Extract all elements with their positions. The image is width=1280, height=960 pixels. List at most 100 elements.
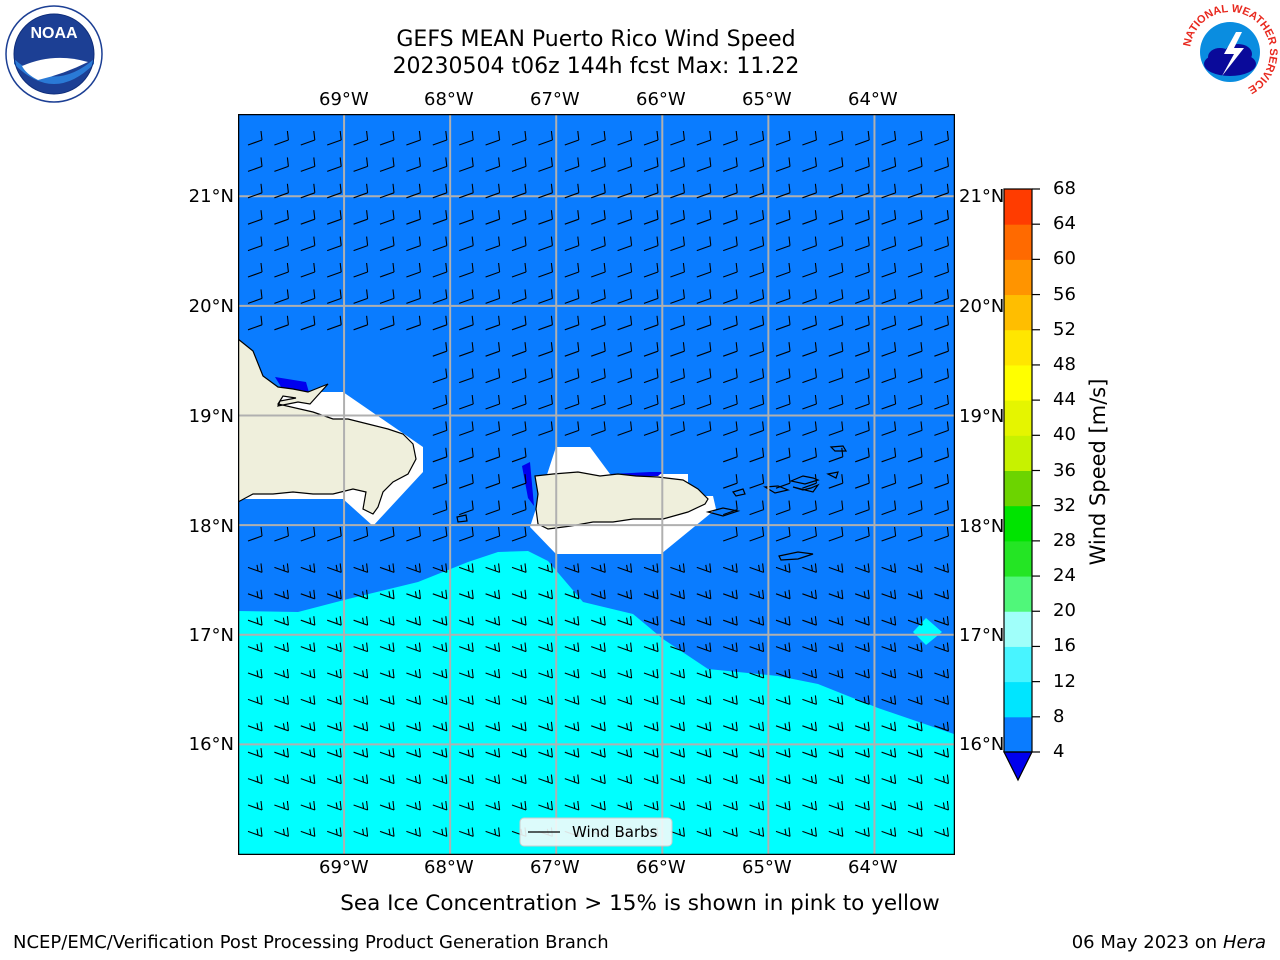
wind-barb — [432, 721, 448, 732]
wind-barb — [696, 616, 712, 626]
wind-barb — [300, 289, 316, 304]
wind-barb — [802, 183, 817, 199]
wind-barb — [406, 748, 421, 758]
colorbar-segment — [1004, 540, 1032, 577]
wind-barb — [881, 500, 897, 516]
wind-barb — [802, 130, 817, 146]
wind-barb — [485, 210, 501, 225]
wind-barb — [353, 642, 369, 653]
wind-barb — [274, 695, 289, 705]
wind-barb — [749, 748, 765, 758]
wind-barb — [538, 315, 553, 331]
wind-barb — [749, 563, 765, 573]
wind-barb — [511, 474, 527, 489]
wind-barb — [379, 183, 395, 199]
colorbar-tick-label: 20 — [1053, 600, 1076, 622]
wind-barb — [670, 342, 685, 357]
wind-barb — [696, 695, 712, 705]
wind-barb — [907, 800, 923, 811]
wind-barb — [881, 315, 897, 331]
lat-label-right-18n: 18°N — [959, 516, 1005, 537]
wind-barb — [300, 183, 316, 199]
wind-barb — [617, 183, 633, 199]
wind-barb — [775, 695, 791, 705]
wind-barb — [828, 236, 844, 252]
wind-barb — [907, 526, 923, 542]
wind-barb — [855, 668, 870, 679]
wind-barb — [327, 774, 342, 785]
wind-barb — [934, 668, 949, 679]
wind-barb — [749, 827, 765, 837]
wind-barb — [617, 236, 633, 252]
wind-barb — [379, 800, 395, 811]
wind-barb — [459, 130, 474, 146]
island-north — [829, 445, 848, 452]
wind-barb — [775, 421, 791, 436]
wind-barb — [855, 262, 870, 278]
wind-barb — [775, 589, 791, 600]
wind-barb — [749, 721, 765, 732]
wind-barb — [511, 236, 527, 252]
wind-barb — [749, 526, 765, 542]
wind-barb — [511, 157, 527, 172]
wind-barb — [274, 774, 289, 785]
wind-barb — [564, 342, 580, 357]
wind-barb — [353, 589, 369, 600]
wind-barb — [696, 342, 712, 357]
wind-barb — [300, 210, 316, 225]
wind-barb — [617, 774, 633, 785]
wind-barb — [379, 774, 395, 785]
wind-barb — [670, 368, 685, 384]
wind-barb — [828, 642, 844, 653]
wind-barb — [828, 421, 844, 436]
wind-barb — [617, 368, 633, 384]
wind-barb — [564, 210, 580, 225]
wind-barb — [934, 183, 949, 199]
wind-barb — [617, 394, 633, 410]
legend-label: Wind Barbs — [572, 823, 658, 841]
wind-barb — [485, 748, 501, 758]
lat-label-left-17n: 17°N — [188, 625, 234, 646]
wind-barb — [907, 130, 923, 146]
wind-barb — [855, 474, 870, 489]
wind-barb — [696, 262, 712, 278]
wind-barb — [881, 827, 897, 837]
wind-barb — [696, 394, 712, 410]
wind-barb — [855, 130, 870, 146]
colorbar-tick-label: 64 — [1053, 213, 1076, 235]
wind-barb — [934, 342, 949, 357]
wind-barb — [485, 368, 501, 384]
wind-barb — [617, 421, 633, 436]
wind-barb — [274, 130, 289, 146]
island-culebra — [732, 488, 746, 497]
colorbar — [1003, 188, 1040, 782]
wind-barb — [881, 394, 897, 410]
wind-barb — [511, 289, 527, 304]
wind-barb — [432, 563, 448, 573]
wind-barb — [459, 800, 474, 811]
wind-barb — [353, 236, 369, 252]
wind-barb — [855, 827, 870, 837]
wind-barb — [696, 130, 712, 146]
wind-barb — [934, 474, 949, 489]
lon-label-top-68w: 68°W — [424, 89, 474, 110]
wind-barb — [775, 157, 791, 172]
wind-barb — [934, 262, 949, 278]
wind-barb — [353, 289, 369, 304]
wind-barb — [881, 589, 897, 600]
wind-barb — [406, 563, 421, 573]
wind-barb — [459, 774, 474, 785]
wind-barb — [723, 183, 738, 199]
wind-barb — [828, 210, 844, 225]
wind-barb — [696, 774, 712, 785]
wind-barb — [247, 589, 263, 600]
wind-barb — [855, 157, 870, 172]
wind-barb — [775, 616, 791, 626]
wind-barb — [564, 183, 580, 199]
wind-barb — [881, 526, 897, 542]
wind-barb — [934, 130, 949, 146]
wind-barb — [591, 130, 606, 146]
wind-barb — [723, 368, 738, 384]
wind-barb — [274, 157, 289, 172]
wind-barb — [907, 500, 923, 516]
